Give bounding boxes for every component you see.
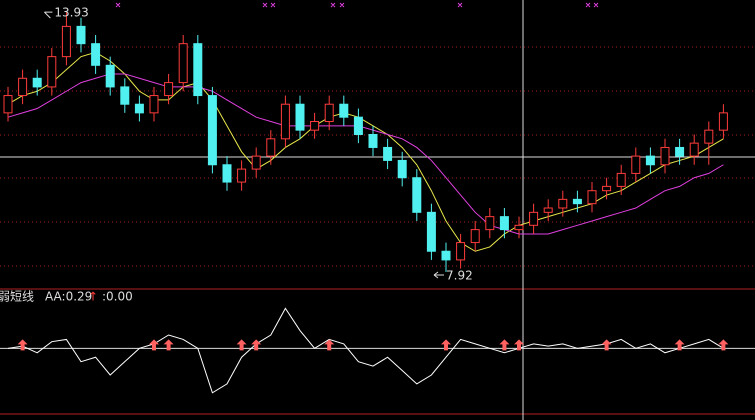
candle-body [3, 95, 13, 114]
candle-body [587, 190, 597, 205]
candle-body [397, 159, 407, 179]
aa-label: AA:0.29 [45, 290, 92, 304]
signal-arrow [324, 339, 335, 351]
signal-arrow [674, 339, 685, 351]
candle-body [616, 172, 626, 187]
candle-body [164, 82, 174, 97]
candle-body [295, 103, 305, 131]
signal-arrow [514, 339, 524, 351]
candle-body [470, 229, 480, 244]
candle-body [572, 198, 582, 205]
candle-body [339, 103, 349, 118]
candle-body [193, 43, 203, 97]
candle-body [645, 155, 655, 166]
candle-body [178, 43, 188, 84]
annotation: 13.93 [54, 6, 88, 20]
annotation: 7.92 [446, 269, 473, 283]
candle-body [383, 146, 393, 161]
signal-arrow [236, 339, 247, 351]
candle-body [456, 242, 466, 261]
candle-body [499, 216, 509, 231]
candle-body [660, 146, 670, 166]
candle-body [353, 116, 363, 135]
candle-body [602, 185, 612, 192]
value-label: :0.00 [102, 290, 133, 304]
candle-body [61, 25, 71, 58]
top-markers [115, 2, 599, 8]
moving-average [7, 51, 724, 252]
candle-body [207, 95, 217, 166]
candle-body [237, 168, 247, 183]
candle-body [32, 77, 42, 88]
candle-body [704, 129, 714, 144]
annotation-arrow [433, 271, 444, 279]
signal-arrow [601, 339, 612, 351]
candle-body [310, 121, 320, 131]
signal-arrow [441, 339, 451, 351]
candle-body [222, 164, 232, 183]
candle-body [251, 155, 261, 170]
signal-arrow [149, 339, 159, 351]
candle-body [529, 211, 539, 226]
indicator-name: 强弱短线 [0, 290, 34, 304]
signal-arrow [499, 339, 510, 351]
signal-arrow [17, 339, 28, 351]
candle-body [514, 224, 524, 231]
candle-body [324, 103, 334, 123]
candle-body [18, 77, 28, 97]
candle-body [76, 25, 86, 45]
candle-body [368, 133, 378, 148]
candle-body [105, 64, 115, 88]
candle-body [543, 207, 553, 213]
candle-body [558, 198, 568, 209]
moving-average [7, 73, 724, 235]
candle-body [47, 56, 57, 88]
candle-body [441, 250, 451, 261]
annotation-arrow [44, 11, 53, 19]
indicator-line [7, 307, 724, 394]
candle-body [718, 112, 728, 131]
candle-body [266, 138, 276, 157]
candle-body [689, 142, 699, 157]
signal-arrow [251, 339, 262, 351]
candle-body [485, 216, 495, 231]
candle-body [149, 95, 159, 114]
candle-body [675, 146, 685, 157]
candle-body [120, 86, 130, 105]
candle-body [91, 43, 101, 66]
signal-arrow [163, 339, 174, 351]
candle-body [426, 211, 436, 252]
candle-body [280, 103, 290, 140]
aa-arrow: ↑ [88, 290, 98, 304]
candle-body [631, 155, 641, 174]
candle-body [134, 103, 144, 114]
candle-body [412, 177, 422, 213]
signal-arrow [718, 339, 729, 351]
